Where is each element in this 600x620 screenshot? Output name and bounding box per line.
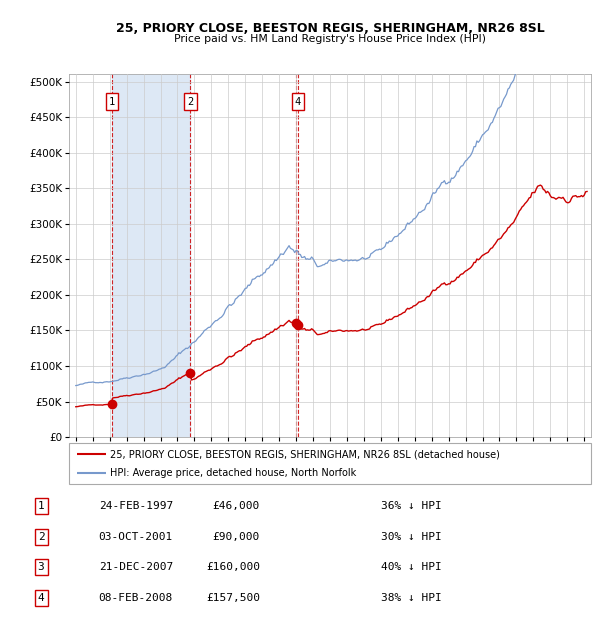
Text: 36% ↓ HPI: 36% ↓ HPI bbox=[381, 502, 442, 512]
Text: 4: 4 bbox=[38, 593, 44, 603]
Text: 25, PRIORY CLOSE, BEESTON REGIS, SHERINGHAM, NR26 8SL (detached house): 25, PRIORY CLOSE, BEESTON REGIS, SHERING… bbox=[110, 449, 500, 459]
Text: 38% ↓ HPI: 38% ↓ HPI bbox=[381, 593, 442, 603]
Text: 08-FEB-2008: 08-FEB-2008 bbox=[98, 593, 173, 603]
Text: 30% ↓ HPI: 30% ↓ HPI bbox=[381, 532, 442, 542]
Text: £90,000: £90,000 bbox=[212, 532, 260, 542]
Text: Price paid vs. HM Land Registry's House Price Index (HPI): Price paid vs. HM Land Registry's House … bbox=[174, 34, 486, 44]
Bar bbox=[112, 74, 190, 437]
Text: £160,000: £160,000 bbox=[206, 562, 260, 572]
FancyBboxPatch shape bbox=[69, 443, 591, 484]
Text: 03-OCT-2001: 03-OCT-2001 bbox=[98, 532, 173, 542]
Text: HPI: Average price, detached house, North Norfolk: HPI: Average price, detached house, Nort… bbox=[110, 467, 356, 478]
Text: 1: 1 bbox=[38, 502, 44, 512]
Text: 24-FEB-1997: 24-FEB-1997 bbox=[98, 502, 173, 512]
Text: £46,000: £46,000 bbox=[212, 502, 260, 512]
Text: 21-DEC-2007: 21-DEC-2007 bbox=[98, 562, 173, 572]
Text: £157,500: £157,500 bbox=[206, 593, 260, 603]
Text: 40% ↓ HPI: 40% ↓ HPI bbox=[381, 562, 442, 572]
Text: 25, PRIORY CLOSE, BEESTON REGIS, SHERINGHAM, NR26 8SL: 25, PRIORY CLOSE, BEESTON REGIS, SHERING… bbox=[116, 22, 544, 35]
Text: 2: 2 bbox=[187, 97, 193, 107]
Text: 1: 1 bbox=[109, 97, 115, 107]
Text: 4: 4 bbox=[295, 97, 301, 107]
Text: 3: 3 bbox=[38, 562, 44, 572]
Text: 2: 2 bbox=[38, 532, 44, 542]
